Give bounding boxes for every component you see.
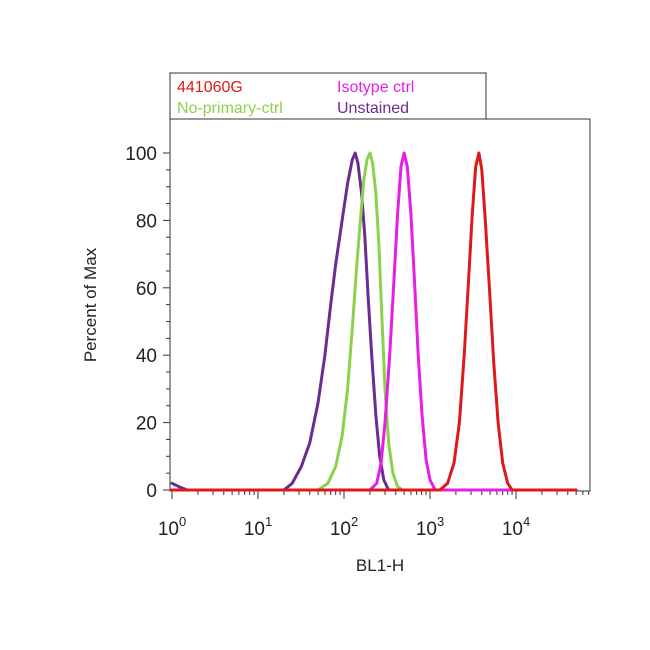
x-tick-label: 104 [502, 514, 530, 540]
x-tick-base: 10 [158, 519, 179, 540]
x-tick-base: 10 [502, 519, 523, 540]
series-line-no-primary-ctrl [170, 151, 578, 492]
x-tick-exponent: 4 [523, 514, 530, 529]
x-tick-label: 102 [330, 514, 358, 540]
x-tick-base: 10 [330, 519, 351, 540]
series-line-unstained [170, 151, 578, 492]
legend-label-no-primary-ctrl: No-primary-ctrl [177, 100, 283, 117]
legend-label-441060g: 441060G [177, 79, 243, 96]
x-tick-exponent: 3 [437, 514, 444, 529]
legend-label-unstained: Unstained [337, 100, 409, 117]
y-tick-label: 60 [136, 279, 157, 300]
y-tick-label: 20 [136, 414, 157, 435]
y-axis: 0 20 40 60 80 100 [125, 144, 170, 502]
series-line-441060g [170, 151, 578, 492]
y-tick-label: 100 [125, 144, 157, 165]
legend-box [169, 72, 487, 120]
x-tick-label: 100 [158, 514, 186, 540]
x-tick-exponent: 1 [265, 514, 272, 529]
series-line-isotype-ctrl [170, 151, 578, 492]
legend-label-isotype-ctrl: Isotype ctrl [337, 79, 414, 96]
x-tick-base: 10 [416, 519, 437, 540]
y-axis-label: Percent of Max [81, 247, 100, 362]
series-layer [170, 151, 578, 492]
x-axis: 100 101 102 103 104 [158, 491, 590, 540]
x-tick-label: 101 [244, 514, 272, 540]
x-tick-exponent: 2 [351, 514, 358, 529]
y-tick-label: 0 [146, 481, 157, 502]
y-tick-label: 80 [136, 211, 157, 232]
x-axis-label: BL1-H [356, 556, 404, 575]
y-tick-label: 40 [136, 346, 157, 367]
x-tick-label: 103 [416, 514, 444, 540]
x-tick-exponent: 0 [179, 514, 186, 529]
x-tick-base: 10 [244, 519, 265, 540]
